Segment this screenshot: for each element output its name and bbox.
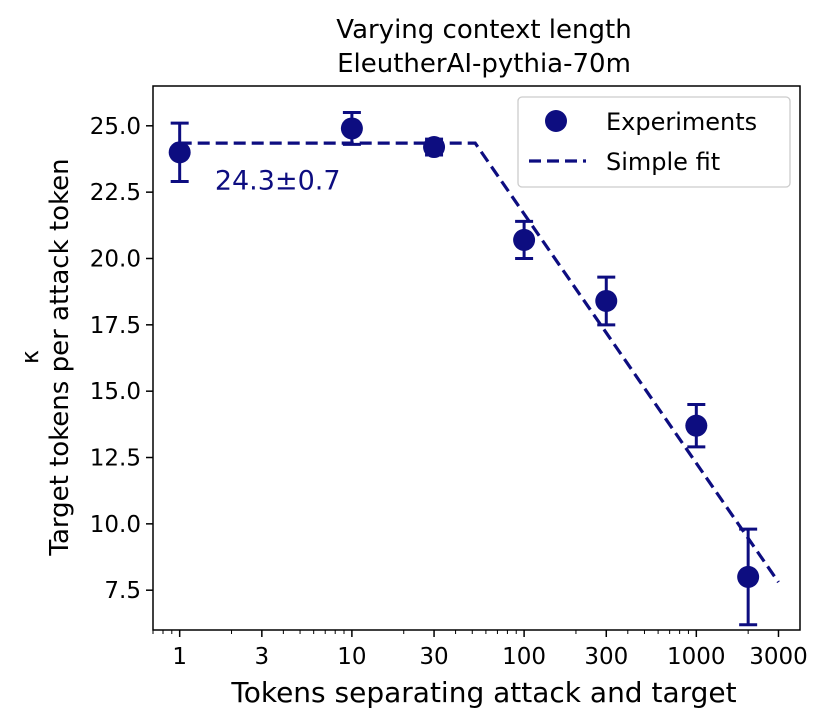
data-point bbox=[340, 117, 363, 140]
y-tick-label: 25.0 bbox=[90, 114, 141, 140]
y-tick-label: 22.5 bbox=[90, 180, 141, 206]
x-tick-label: 10 bbox=[337, 644, 366, 670]
plot-frame bbox=[152, 85, 801, 631]
legend-label-fit: Simple fit bbox=[606, 148, 720, 176]
y-tick-label: 15.0 bbox=[90, 379, 141, 405]
y-tick-label: 7.5 bbox=[104, 578, 141, 604]
y-tick-label: 20.0 bbox=[90, 246, 141, 272]
legend-marker-experiments bbox=[545, 110, 567, 132]
data-point bbox=[423, 136, 446, 159]
fit-annotation: 24.3±0.7 bbox=[215, 165, 341, 196]
y-tick-label: 12.5 bbox=[90, 446, 141, 472]
legend-frame bbox=[517, 96, 791, 188]
legend-label-experiments: Experiments bbox=[606, 108, 757, 136]
x-tick-label: 1000 bbox=[667, 644, 726, 670]
legend: Experiments Simple fit bbox=[517, 96, 791, 188]
x-tick-label: 3 bbox=[255, 644, 270, 670]
x-tick-label: 30 bbox=[419, 644, 448, 670]
data-point bbox=[513, 228, 536, 251]
y-tick-label: 17.5 bbox=[90, 313, 141, 339]
chart-title: Varying context length bbox=[336, 15, 631, 45]
plot-area: 7.5 10.0 12.5 15.0 17.5 20.0 22.5 25.0 1 3 10 30 100… bbox=[90, 85, 808, 670]
x-axis-label: Tokens separating attack and target bbox=[230, 676, 736, 709]
data-point bbox=[595, 289, 618, 312]
x-tick-label: 300 bbox=[584, 644, 628, 670]
y-tick-label: 10.0 bbox=[90, 512, 141, 538]
data-point bbox=[685, 414, 708, 437]
chart-subtitle: EleutherAI-pythia-70m bbox=[337, 49, 631, 79]
fit-line bbox=[179, 141, 780, 584]
y-axis-label-symbol: κ bbox=[16, 350, 44, 364]
y-axis-label: Target tokens per attack token bbox=[45, 158, 75, 556]
x-tick-label: 1 bbox=[172, 644, 187, 670]
x-tick-label: 100 bbox=[502, 644, 546, 670]
data-point bbox=[168, 141, 191, 164]
x-tick-label: 3000 bbox=[749, 644, 808, 670]
data-point bbox=[737, 565, 760, 588]
